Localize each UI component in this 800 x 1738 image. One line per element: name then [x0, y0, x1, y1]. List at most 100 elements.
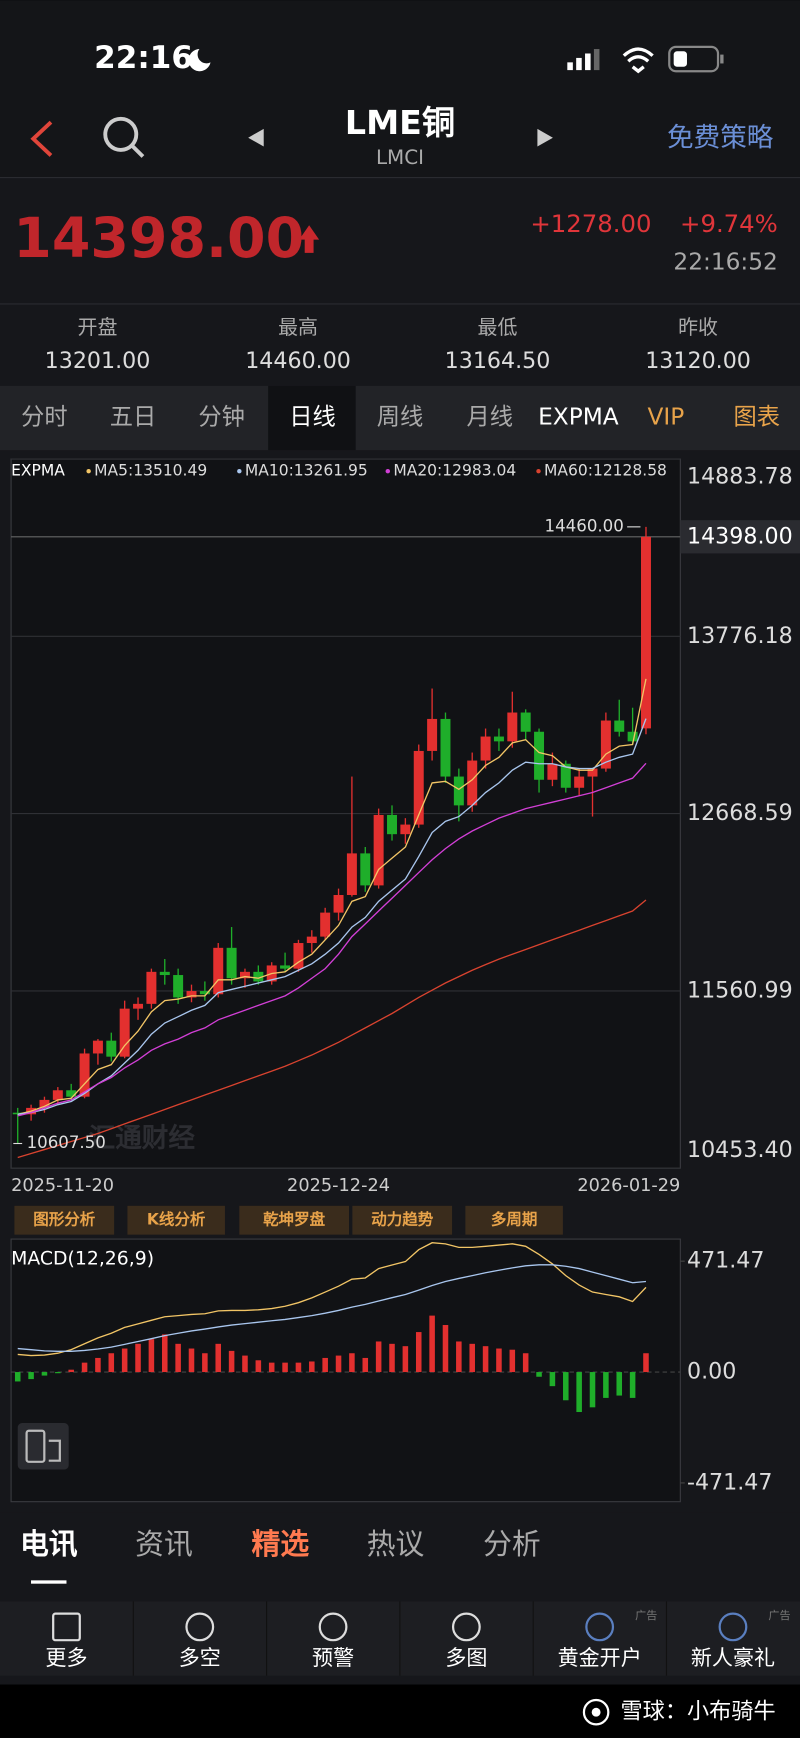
- candle-body: [614, 720, 625, 732]
- nav-label[interactable]: 黄金开户: [558, 1645, 642, 1670]
- candle-body: [133, 1003, 144, 1009]
- next-button[interactable]: [537, 128, 553, 147]
- search-button[interactable]: [103, 116, 145, 158]
- candle-body: [360, 853, 371, 886]
- tab[interactable]: 月线: [466, 404, 513, 431]
- candle-body: [52, 1090, 63, 1100]
- macd-bar: [456, 1341, 462, 1373]
- macd-bar: [335, 1355, 342, 1373]
- tab[interactable]: 图表: [734, 404, 781, 431]
- nav-icon[interactable]: [718, 1612, 748, 1642]
- nav-label[interactable]: 多空: [179, 1645, 221, 1670]
- price: 14398.00: [13, 207, 304, 271]
- candle-body: [293, 943, 304, 969]
- tab[interactable]: 日线: [289, 404, 336, 431]
- macd-bar: [549, 1372, 556, 1387]
- rotate-icon[interactable]: [17, 1423, 69, 1470]
- macd-bar: [509, 1349, 516, 1373]
- macd-bar: [135, 1343, 141, 1373]
- macd-bar: [576, 1372, 582, 1413]
- macd-bar: [255, 1360, 262, 1373]
- tool-button-bg[interactable]: [465, 1205, 563, 1235]
- nav-icon[interactable]: [585, 1612, 615, 1642]
- tool-button[interactable]: 动力趋势: [371, 1210, 434, 1229]
- macd-bar: [121, 1348, 128, 1373]
- macd-bar: [295, 1362, 302, 1373]
- stat-value: 14460.00: [245, 348, 351, 374]
- strategy-button[interactable]: 免费策略: [667, 122, 774, 153]
- y-tick-label: 12668.59: [687, 800, 793, 826]
- tool-button-bg[interactable]: [239, 1205, 350, 1235]
- change: +1278.00: [530, 209, 651, 238]
- nav-icon[interactable]: [451, 1612, 481, 1642]
- candle-body: [79, 1053, 90, 1097]
- tool-button[interactable]: 乾坤罗盘: [263, 1210, 326, 1229]
- y-tick-label: -471.47: [687, 1469, 773, 1495]
- tool-button[interactable]: 多周期: [491, 1210, 538, 1229]
- quote-time: 22:16:52: [673, 248, 777, 275]
- nav-icon[interactable]: [318, 1612, 348, 1642]
- tool-button[interactable]: K线分析: [147, 1210, 206, 1229]
- macd-bar: [402, 1346, 409, 1373]
- nav-label[interactable]: 预警: [312, 1645, 354, 1670]
- candle-body: [213, 947, 224, 995]
- news-tab[interactable]: 资讯: [135, 1527, 193, 1561]
- legend-entry: MA5:13510.49: [94, 462, 207, 480]
- candle-body: [199, 991, 210, 995]
- tab[interactable]: 五日: [110, 404, 157, 431]
- ma-line: [17, 678, 647, 1115]
- candle-body: [520, 712, 531, 732]
- tool-button[interactable]: 图形分析: [33, 1210, 96, 1229]
- macd-bar: [175, 1343, 181, 1373]
- nav-label[interactable]: 更多: [45, 1645, 87, 1670]
- change-pct: +9.74%: [680, 209, 778, 238]
- nav-label[interactable]: 新人豪礼: [691, 1645, 775, 1670]
- nav-label[interactable]: 多图: [445, 1645, 487, 1670]
- macd-bar: [389, 1343, 395, 1373]
- x-tick-label: 2025-12-24: [287, 1176, 390, 1196]
- tab[interactable]: 周线: [377, 404, 424, 431]
- up-arrow: [299, 225, 320, 253]
- tab[interactable]: 分钟: [198, 404, 245, 431]
- tool-button-bg[interactable]: [14, 1205, 115, 1235]
- stat-value: 13164.50: [445, 348, 551, 374]
- candle-body: [507, 712, 518, 742]
- stat-value: 13120.00: [645, 348, 751, 374]
- news-tab[interactable]: 热议: [367, 1527, 425, 1561]
- nav-icon[interactable]: [52, 1612, 81, 1642]
- candle-body: [119, 1008, 130, 1057]
- legend-dot: [237, 469, 242, 474]
- tab[interactable]: 分时: [21, 404, 68, 431]
- candle-body: [280, 965, 291, 969]
- macd-bar: [282, 1362, 288, 1373]
- macd-bar: [415, 1332, 422, 1373]
- macd-bar: [108, 1353, 115, 1373]
- tab[interactable]: EXPMA: [538, 404, 619, 431]
- candle-body: [387, 814, 397, 835]
- candle-body: [480, 736, 491, 761]
- macd-bar: [496, 1348, 502, 1373]
- tab-bar: [0, 385, 800, 451]
- y-tick-label: 13776.18: [687, 623, 793, 649]
- news-tab[interactable]: 电讯: [20, 1527, 78, 1561]
- macd-bar: [563, 1372, 569, 1401]
- news-tab[interactable]: 精选: [252, 1527, 310, 1561]
- tool-button-bg[interactable]: [127, 1205, 225, 1235]
- tool-button-bg[interactable]: [352, 1205, 453, 1235]
- stat-value: 13201.00: [45, 348, 151, 374]
- macd-bar: [242, 1355, 248, 1373]
- stat-label: 开盘: [78, 315, 118, 339]
- candle-body: [600, 720, 611, 769]
- macd-bar: [322, 1357, 328, 1373]
- nav-icon[interactable]: [185, 1612, 215, 1642]
- macd-bar: [629, 1372, 636, 1398]
- tab[interactable]: VIP: [648, 404, 685, 431]
- candle-body: [106, 1040, 117, 1057]
- news-tab[interactable]: 分析: [483, 1527, 541, 1561]
- stat-label: 最低: [478, 315, 518, 339]
- footer-text: 雪球：小布骑牛: [621, 1699, 776, 1725]
- back-button[interactable]: [30, 120, 53, 157]
- y-tick-label: 10453.40: [687, 1137, 793, 1163]
- prev-button[interactable]: [248, 128, 264, 147]
- macd-bar: [188, 1348, 195, 1373]
